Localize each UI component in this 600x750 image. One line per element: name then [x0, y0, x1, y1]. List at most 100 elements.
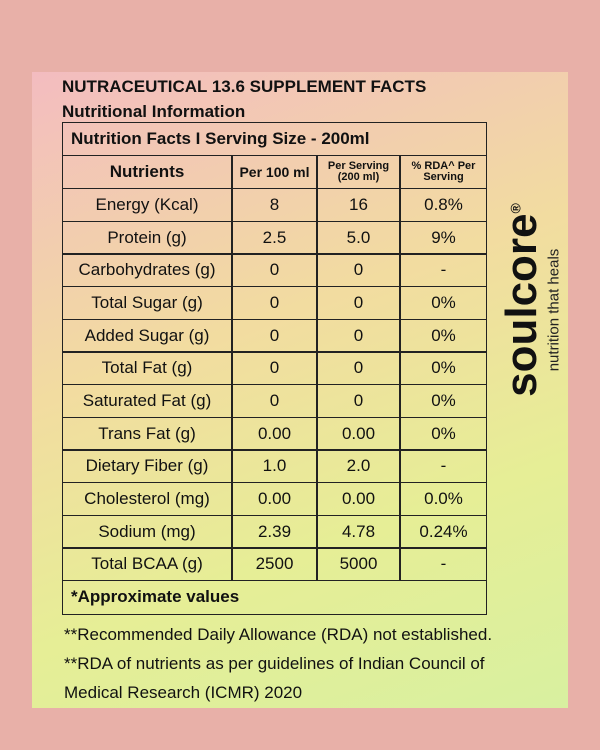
cell-text: 0	[353, 293, 364, 313]
cell-text: 2.5	[262, 227, 287, 247]
table-cell: -	[400, 449, 487, 484]
title: NUTRACEUTICAL 13.6 SUPPLEMENT FACTS	[62, 77, 427, 96]
table-cell: 0.00	[317, 482, 400, 517]
table-cell: 0	[232, 384, 317, 419]
cell-text: -	[440, 260, 447, 280]
table-cell: 5.0	[317, 220, 400, 255]
column-header: Per 100 ml	[232, 155, 317, 189]
column-header-text: Per Serving	[327, 160, 390, 172]
table-cell: 0	[317, 384, 400, 419]
table-cell: 2500	[232, 547, 317, 582]
cell-text: 0	[269, 260, 280, 280]
cell-text: -	[440, 554, 447, 574]
table-cell: Energy (Kcal)	[62, 188, 232, 223]
table-cell: 0.24%	[400, 514, 487, 549]
table-cell: Total Fat (g)	[62, 351, 232, 386]
cell-text: Trans Fat (g)	[98, 423, 196, 443]
brand-mark: ®	[507, 203, 524, 214]
cell-text: 0	[353, 358, 364, 378]
table-cell: Added Sugar (g)	[62, 318, 232, 353]
cell-text: 0%	[431, 293, 456, 313]
cell-text: Total BCAA (g)	[91, 554, 203, 574]
cell-text: Total Fat (g)	[101, 358, 193, 378]
cell-text: 0.8%	[424, 195, 463, 215]
cell-text: 0	[353, 391, 364, 411]
table-cell: -	[400, 547, 487, 582]
cell-text: 0.00	[257, 423, 292, 443]
table-cell: 0.00	[232, 416, 317, 451]
cell-text: 2.39	[257, 521, 292, 541]
table-caption: Nutrition Facts I Serving Size - 200ml	[62, 122, 487, 156]
cell-text: 2.0	[346, 456, 371, 476]
table-cell: 0.0%	[400, 482, 487, 517]
table-cell: 2.0	[317, 449, 400, 484]
cell-text: Energy (Kcal)	[95, 195, 199, 215]
column-header-text: % RDA^ Per	[411, 160, 476, 172]
table-cell: Dietary Fiber (g)	[62, 449, 232, 484]
cell-text: 5.0	[346, 227, 371, 247]
cell-text: 0.24%	[419, 521, 468, 541]
cell-text: Added Sugar (g)	[84, 325, 210, 345]
table-cell: 0%	[400, 416, 487, 451]
cell-text: 0	[269, 325, 280, 345]
footnote: **RDA of nutrients as per guidelines of …	[64, 654, 485, 673]
table-cell: Carbohydrates (g)	[62, 253, 232, 288]
cell-text: 16	[349, 195, 368, 215]
table-cell: 0	[317, 253, 400, 288]
cell-text: 0	[269, 391, 280, 411]
table-cell: Sodium (mg)	[62, 514, 232, 549]
cell-text: 0%	[431, 325, 456, 345]
table-cell: Cholesterol (mg)	[62, 482, 232, 517]
cell-text: 2500	[255, 554, 294, 574]
table-cell: 0%	[400, 384, 487, 419]
label-panel	[32, 72, 568, 708]
subtitle: Nutritional Information	[62, 102, 246, 121]
cell-text: 0%	[431, 423, 456, 443]
cell-text: 0	[353, 325, 364, 345]
cell-text: 0.0%	[424, 489, 463, 509]
footer-text: *Approximate values	[71, 587, 240, 607]
brand-name: soulcore	[497, 213, 546, 397]
cell-text: -	[440, 456, 447, 476]
table-footer: *Approximate values	[62, 580, 487, 615]
table-cell: 5000	[317, 547, 400, 582]
table-cell: 0.8%	[400, 188, 487, 223]
cell-text: 0%	[431, 358, 456, 378]
table-cell: 0	[232, 351, 317, 386]
table-cell: 0	[232, 286, 317, 321]
table-cell: 0	[232, 253, 317, 288]
cell-text: 0	[353, 260, 364, 280]
brand-tagline: nutrition that heals	[545, 248, 563, 372]
table-cell: -	[400, 253, 487, 288]
table-cell: 0.00	[232, 482, 317, 517]
table-cell: 0	[317, 318, 400, 353]
cell-text: Saturated Fat (g)	[82, 391, 212, 411]
table-cell: 4.78	[317, 514, 400, 549]
cell-text: 4.78	[341, 521, 376, 541]
cell-text: 0%	[431, 391, 456, 411]
cell-text: 0	[269, 293, 280, 313]
cell-text: 5000	[339, 554, 378, 574]
table-cell: 1.0	[232, 449, 317, 484]
footnote: Medical Research (ICMR) 2020	[64, 683, 303, 702]
table-cell: 0	[317, 286, 400, 321]
table-cell: Saturated Fat (g)	[62, 384, 232, 419]
table-cell: Trans Fat (g)	[62, 416, 232, 451]
cell-text: 8	[269, 195, 280, 215]
table-cell: 0%	[400, 286, 487, 321]
column-header: % RDA^ Per Serving	[400, 155, 487, 189]
table-cell: 0.00	[317, 416, 400, 451]
table-cell: 0%	[400, 351, 487, 386]
table-cell: Total BCAA (g)	[62, 547, 232, 582]
column-header-text: Serving	[423, 171, 464, 183]
table-cell: 0	[317, 351, 400, 386]
cell-text: 0	[269, 358, 280, 378]
cell-text: 0.00	[341, 489, 376, 509]
brand-logo: soulcore®	[497, 203, 547, 397]
facts-table: Nutrition Facts I Serving Size - 200ml Nu…	[62, 122, 487, 615]
column-header-text: Per 100 ml	[239, 164, 310, 180]
cell-text: 9%	[431, 227, 456, 247]
table-cell: Total Sugar (g)	[62, 286, 232, 321]
cell-text: Dietary Fiber (g)	[85, 456, 209, 476]
